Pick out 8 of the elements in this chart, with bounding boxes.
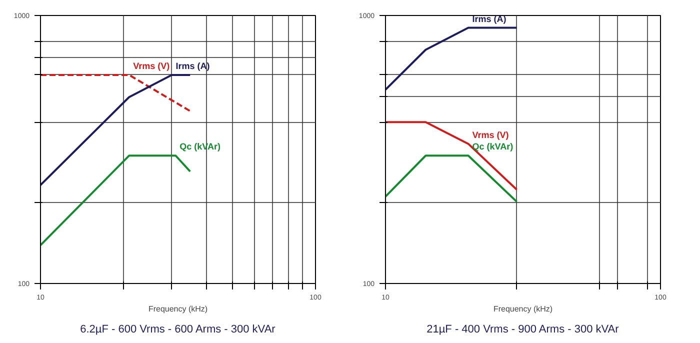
- text: 21µF - 400 Vrms - 900 Arms - 300 kVAr: [426, 324, 620, 336]
- x-axis-title: Frequency (kHz): [493, 304, 553, 314]
- x-axis-title: Frequency (kHz): [148, 304, 208, 314]
- series-label: Vrms (V): [133, 60, 170, 71]
- series-label: Vrms (V): [472, 130, 509, 140]
- text: 6.2µF - 600 Vrms - 600 Arms - 300 kVAr: [80, 324, 276, 336]
- series-label: Qc (kVAr): [472, 142, 514, 152]
- series-label: Irms (A): [472, 14, 506, 24]
